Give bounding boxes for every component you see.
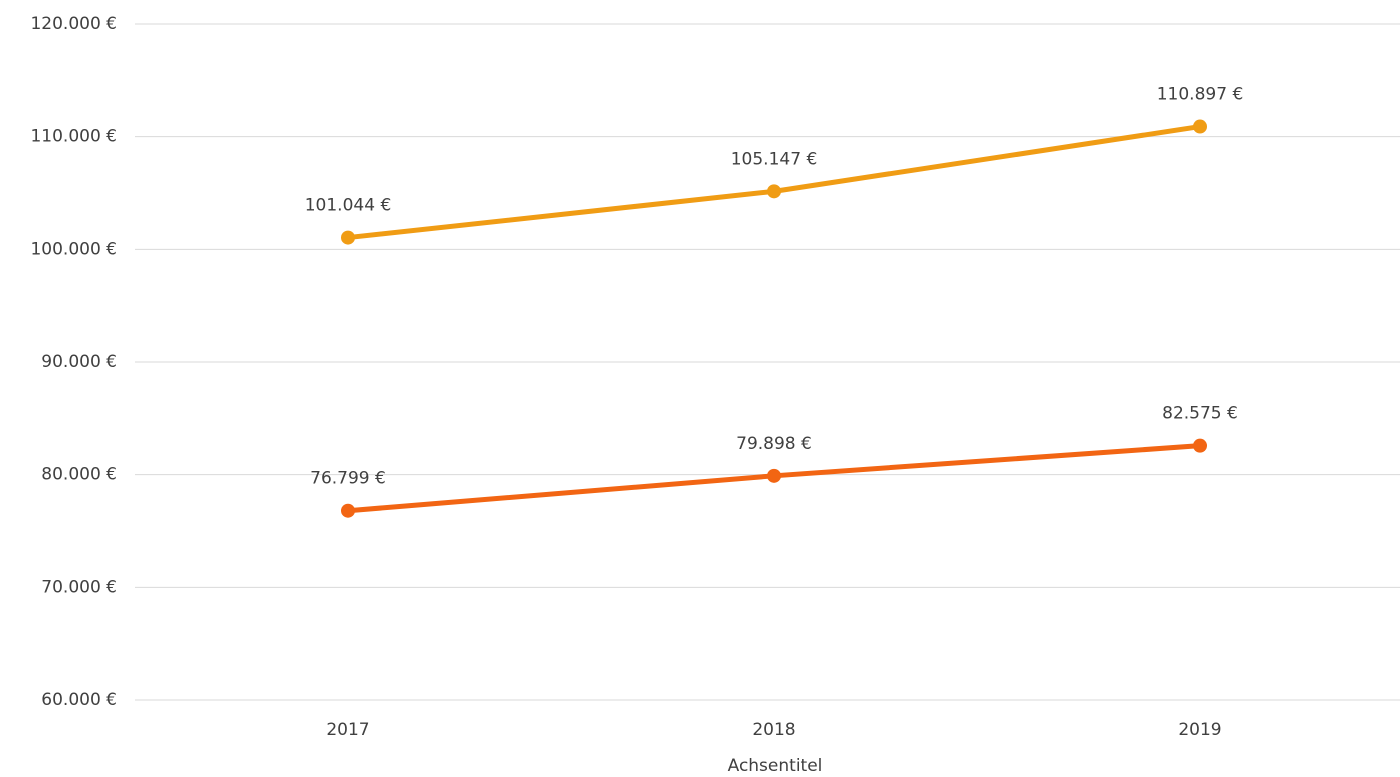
data-label: 82.575 € [1162, 404, 1238, 424]
y-tick-label: 70.000 € [41, 577, 117, 597]
y-tick-label: 120.000 € [30, 14, 117, 34]
marker [341, 230, 355, 245]
marker [341, 503, 355, 518]
data-label: 76.799 € [310, 469, 386, 489]
y-tick-label: 110.000 € [30, 127, 117, 147]
data-label: 110.897 € [1157, 85, 1244, 105]
x-tick-label: 2019 [1178, 720, 1221, 740]
marker [1193, 119, 1207, 134]
x-tick-label: 2017 [326, 720, 369, 740]
x-axis-title: Achsentitel [728, 756, 823, 776]
marker [767, 468, 781, 483]
marker [767, 184, 781, 199]
marker [1193, 438, 1207, 453]
data-label: 79.898 € [736, 434, 812, 454]
x-tick-label: 2018 [752, 720, 795, 740]
y-tick-label: 90.000 € [41, 352, 117, 372]
y-tick-label: 60.000 € [41, 690, 117, 710]
line [347, 124, 1201, 241]
y-tick-label: 100.000 € [30, 239, 117, 259]
y-tick-label: 80.000 € [41, 465, 117, 485]
data-label: 101.044 € [305, 196, 392, 216]
data-label: 105.147 € [731, 149, 818, 169]
